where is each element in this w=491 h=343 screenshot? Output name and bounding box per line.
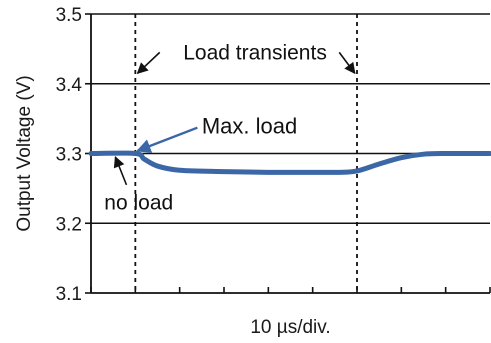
ytick-label: 3.2: [56, 214, 82, 235]
axes: 3.1 3.2 3.3 3.4 3.5: [56, 5, 491, 305]
ytick-label: 3.5: [56, 5, 82, 26]
series-line-1: [88, 150, 491, 175]
x-axis-title: 10 µs/div.: [250, 317, 330, 338]
ytick-label: 3.3: [56, 145, 82, 166]
arrow-right-transient: [338, 51, 356, 75]
arrow-left-transient: [136, 51, 161, 75]
y-axis-title: Output Voltage (V): [14, 75, 35, 231]
arrow-max-load: [136, 126, 198, 153]
annotation-no-load: no load: [104, 191, 173, 214]
annotation-load-transients: Load transients: [183, 41, 327, 64]
series-layer: [88, 150, 491, 175]
annotations: Load transients Max. load no load: [104, 41, 356, 214]
ytick-label: 3.4: [56, 75, 83, 96]
annotation-max-load: Max. load: [202, 114, 297, 139]
ytick-label: 3.1: [56, 284, 82, 305]
arrow-no-load: [113, 155, 128, 186]
axis-labels: Output Voltage (V) 10 µs/div.: [14, 75, 331, 338]
